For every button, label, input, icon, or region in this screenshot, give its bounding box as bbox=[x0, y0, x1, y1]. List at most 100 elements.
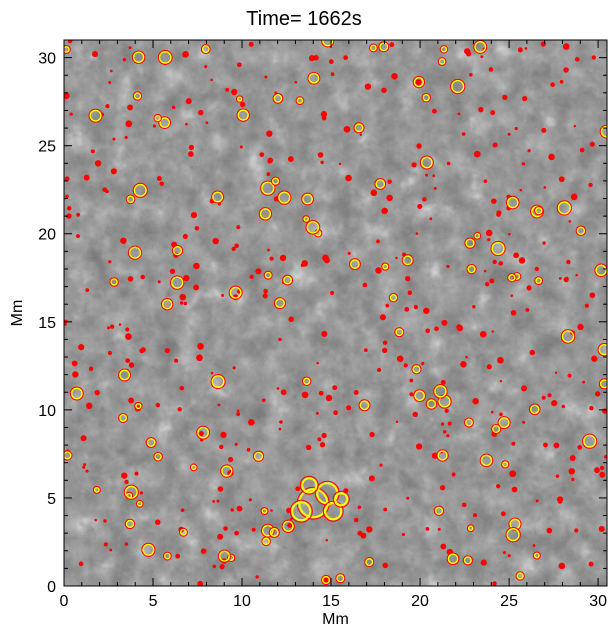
contour-ring-yellow bbox=[464, 418, 474, 427]
contour-ring-red bbox=[270, 176, 281, 186]
contour-dot-red bbox=[353, 517, 359, 523]
contour-dot-red bbox=[497, 356, 504, 364]
contour-ring-red bbox=[401, 254, 414, 267]
contour-dot-red bbox=[155, 402, 161, 408]
contour-dot-red bbox=[347, 251, 351, 255]
contour-ring-yellow bbox=[237, 109, 249, 121]
contour-ring-yellow bbox=[261, 181, 275, 195]
contour-ring-red bbox=[388, 292, 399, 303]
contour-dot-red bbox=[425, 526, 430, 531]
contour-ring-yellow bbox=[598, 343, 607, 356]
contour-cluster-red bbox=[299, 475, 319, 495]
contour-dot-red bbox=[517, 47, 523, 53]
contour-ring-yellow bbox=[349, 259, 360, 270]
contour-ring-red bbox=[421, 92, 431, 103]
contour-ring-yellow bbox=[135, 402, 142, 410]
contour-dot-red bbox=[566, 259, 571, 265]
contour-dot-red bbox=[599, 471, 606, 478]
contour-dot-red bbox=[522, 420, 526, 424]
contour-dot-red bbox=[279, 254, 287, 262]
contour-dot-red bbox=[403, 363, 408, 368]
contour-ring-red bbox=[598, 378, 607, 390]
contour-ring-red bbox=[556, 200, 572, 216]
contour-dot-red bbox=[439, 485, 446, 491]
contour-dot-red bbox=[261, 398, 266, 403]
contour-ring-red bbox=[295, 96, 305, 106]
x-tick-label: 10 bbox=[233, 593, 251, 610]
contour-dot-red bbox=[94, 160, 102, 167]
contour-dot-red bbox=[491, 330, 494, 333]
contour-dot-red bbox=[127, 276, 134, 282]
contour-dot-red bbox=[124, 542, 129, 546]
contour-ring-yellow bbox=[146, 438, 156, 448]
contour-dot-red bbox=[180, 508, 185, 512]
contour-ring-red bbox=[211, 190, 225, 204]
contour-dot-red bbox=[94, 389, 100, 396]
contour-dot-red bbox=[507, 554, 511, 558]
contour-dot-red bbox=[228, 456, 234, 463]
contour-ring-red bbox=[236, 108, 250, 122]
contour-dot-red bbox=[526, 285, 532, 291]
contour-dot-red bbox=[231, 88, 238, 96]
contour-dot-red bbox=[270, 509, 273, 512]
contour-dot-red bbox=[188, 151, 194, 158]
contour-dot-red bbox=[457, 112, 461, 116]
contour-ring-red bbox=[305, 219, 321, 235]
contour-dot-red bbox=[179, 385, 185, 391]
contour-ring-yellow bbox=[154, 114, 161, 122]
contour-ring-yellow bbox=[422, 93, 431, 102]
contour-ring-yellow bbox=[413, 76, 425, 88]
contour-dot-red bbox=[401, 532, 406, 537]
contour-dot-red bbox=[315, 411, 319, 415]
contour-dot-red bbox=[287, 522, 293, 528]
contour-dot-red bbox=[212, 564, 217, 569]
contour-dot-red bbox=[322, 254, 329, 262]
contour-ring-red bbox=[335, 573, 346, 584]
contour-dot-red bbox=[381, 207, 388, 215]
contour-dot-red bbox=[210, 78, 213, 82]
contour-dot-red bbox=[182, 233, 188, 239]
contour-dot-red bbox=[188, 144, 195, 151]
contour-ring-red bbox=[508, 517, 522, 531]
contour-ring-red bbox=[433, 505, 445, 516]
contour-ring-red bbox=[358, 399, 371, 412]
contour-dot-red bbox=[223, 526, 228, 531]
contour-ring-red bbox=[505, 195, 520, 210]
contour-ring-red bbox=[348, 258, 361, 271]
contour-ring-yellow bbox=[506, 196, 519, 209]
contour-dot-red bbox=[179, 293, 186, 301]
contour-ring-red bbox=[92, 485, 101, 494]
contour-ring-yellow bbox=[467, 264, 476, 274]
contour-dot-red bbox=[102, 187, 108, 193]
contour-ring-yellow bbox=[480, 454, 493, 467]
contour-ring-yellow bbox=[261, 508, 268, 515]
contour-ring-yellow bbox=[516, 572, 524, 580]
contour-dot-red bbox=[65, 194, 69, 199]
contour-dot-red bbox=[415, 443, 423, 450]
contour-dot-red bbox=[492, 581, 497, 586]
contour-dot-red bbox=[263, 288, 268, 294]
x-tick-label: 15 bbox=[322, 593, 340, 610]
contour-ring-red bbox=[491, 423, 502, 435]
contour-ring-red bbox=[123, 484, 139, 500]
contour-dot-red bbox=[558, 562, 566, 570]
contour-dot-red bbox=[248, 41, 254, 47]
contour-ring-red bbox=[381, 262, 390, 271]
contour-dot-red bbox=[109, 324, 115, 329]
contour-dot-red bbox=[395, 420, 399, 424]
contour-dot-red bbox=[604, 455, 607, 459]
contour-dot-red bbox=[217, 486, 224, 492]
contour-ring-yellow bbox=[375, 179, 386, 189]
contour-dot-red bbox=[278, 427, 282, 431]
contour-dot-red bbox=[78, 344, 85, 351]
contour-dot-red bbox=[219, 564, 225, 570]
contour-dot-red bbox=[456, 324, 464, 332]
contour-ring-yellow bbox=[110, 278, 118, 286]
contour-dot-red bbox=[525, 308, 530, 312]
contour-dot-red bbox=[446, 434, 450, 438]
contour-dot-red bbox=[386, 194, 393, 202]
contour-dot-red bbox=[542, 241, 546, 245]
contour-dot-red bbox=[193, 262, 200, 270]
contour-ring-yellow bbox=[170, 276, 184, 289]
contour-dot-red bbox=[554, 371, 558, 375]
